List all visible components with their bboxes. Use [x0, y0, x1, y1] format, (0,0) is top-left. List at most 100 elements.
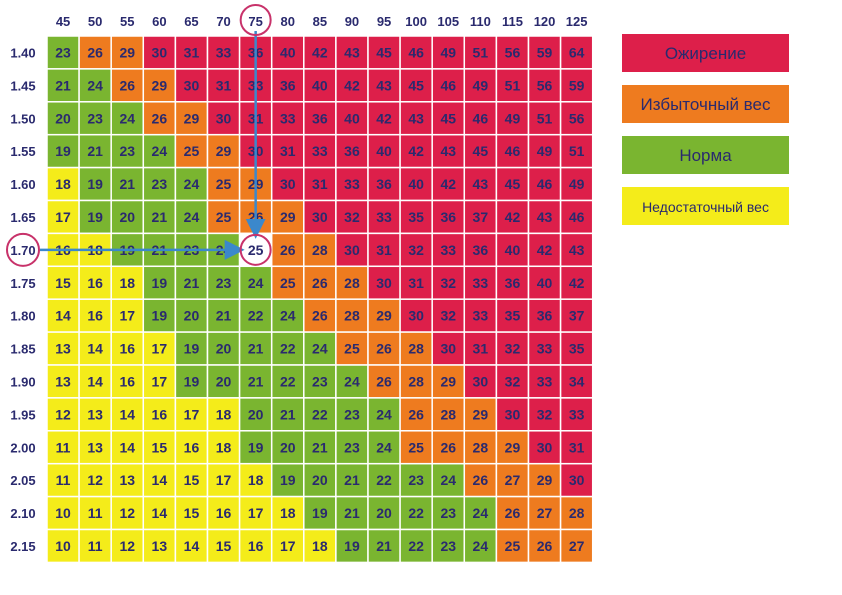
- bmi-value: 21: [344, 505, 360, 521]
- bmi-value: 22: [312, 406, 328, 422]
- bmi-value: 32: [505, 341, 521, 357]
- bmi-cell: [206, 364, 241, 399]
- bmi-cell: [527, 331, 562, 366]
- bmi-value: 14: [119, 406, 135, 422]
- bmi-cell: [174, 101, 209, 136]
- bmi-value: 51: [537, 110, 553, 126]
- bmi-cell: [238, 364, 273, 399]
- height-label: 1.45: [10, 78, 35, 93]
- bmi-cell: [78, 68, 112, 103]
- highlight-result-circle: [239, 233, 272, 266]
- weight-label: 65: [184, 14, 198, 29]
- bmi-value: 14: [55, 308, 71, 324]
- bmi-value: 19: [87, 209, 103, 225]
- bmi-value: 15: [216, 538, 232, 554]
- bmi-value: 25: [216, 209, 232, 225]
- bmi-value: 49: [505, 110, 521, 126]
- bmi-value: 22: [408, 505, 424, 521]
- bmi-value: 19: [312, 505, 328, 521]
- bmi-value: 11: [56, 439, 71, 455]
- bmi-value: 20: [55, 110, 71, 126]
- bmi-cell: [335, 528, 369, 564]
- bmi-cell: [142, 364, 177, 399]
- bmi-cell: [367, 364, 401, 399]
- bmi-value: 29: [376, 308, 392, 324]
- bmi-value: 20: [312, 472, 328, 488]
- bmi-value: 26: [537, 538, 553, 554]
- bmi-value: 30: [376, 275, 392, 291]
- bmi-value: 28: [408, 373, 424, 389]
- bmi-cell: [335, 462, 369, 498]
- bmi-value: 31: [569, 439, 585, 455]
- bmi-value: 24: [152, 143, 168, 159]
- bmi-value: 16: [119, 341, 135, 357]
- height-label: 1.85: [10, 342, 35, 357]
- bmi-cell: [335, 331, 369, 366]
- height-label: 1.75: [10, 276, 35, 291]
- bmi-value: 31: [376, 242, 392, 258]
- bmi-cell: [238, 265, 273, 300]
- bmi-value: 37: [473, 209, 489, 225]
- bmi-value: 17: [119, 308, 135, 324]
- bmi-value: 32: [344, 209, 360, 225]
- example-lookup: [6, 4, 272, 267]
- bmi-value: 12: [87, 472, 103, 488]
- bmi-cell: [78, 199, 112, 235]
- bmi-value: 18: [216, 406, 232, 422]
- bmi-cell: [335, 298, 369, 333]
- bmi-value: 30: [408, 308, 424, 324]
- bmi-value: 43: [440, 143, 456, 159]
- bmi-cell: [78, 462, 112, 498]
- bmi-cell: [335, 133, 369, 169]
- height-axis: 1.40 1.45 1.50 1.55 1.60 1.65 1.70 1.75 1.80 1.85…: [10, 45, 35, 554]
- bmi-value: 36: [537, 308, 553, 324]
- bmi-value: 42: [505, 209, 521, 225]
- bmi-cell: [110, 528, 145, 564]
- bmi-value: 24: [376, 406, 392, 422]
- bmi-value: 17: [216, 472, 232, 488]
- bmi-value: 23: [440, 505, 456, 521]
- bmi-value: 16: [119, 373, 135, 389]
- height-label: 1.40: [10, 45, 35, 60]
- height-label: 1.55: [10, 144, 35, 159]
- bmi-cell: [270, 495, 305, 531]
- bmi-cell: [270, 364, 305, 399]
- bmi-value: 22: [376, 472, 392, 488]
- legend-swatch-normal: [622, 136, 789, 174]
- bmi-value: 19: [280, 472, 296, 488]
- bmi-value: 17: [152, 373, 168, 389]
- bmi-cell: [142, 331, 177, 366]
- bmi-value: 26: [440, 439, 456, 455]
- bmi-value: 33: [473, 308, 489, 324]
- bmi-cell: [367, 265, 401, 300]
- bmi-value: 51: [505, 77, 521, 93]
- bmi-value: 40: [537, 275, 553, 291]
- bmi-cell: [78, 331, 112, 366]
- bmi-value: 42: [344, 77, 360, 93]
- bmi-value: 14: [87, 341, 103, 357]
- bmi-cell: [527, 101, 562, 136]
- bmi-value: 21: [55, 77, 71, 93]
- bmi-value: 20: [216, 373, 232, 389]
- bmi-value: 16: [87, 308, 103, 324]
- bmi-cell: [495, 133, 530, 169]
- bmi-value: 25: [344, 341, 360, 357]
- bmi-value: 21: [248, 373, 264, 389]
- bmi-cell: [527, 528, 562, 564]
- bmi-value: 32: [505, 373, 521, 389]
- bmi-cell: [238, 298, 273, 333]
- bmi-cell: [527, 166, 562, 202]
- bmi-cell: [463, 397, 498, 432]
- bmi-value: 51: [473, 44, 489, 60]
- bmi-value: 15: [152, 439, 168, 455]
- bmi-cell: [367, 35, 401, 70]
- bmi-value: 56: [505, 44, 521, 60]
- bmi-value: 33: [537, 373, 553, 389]
- weight-label: 125: [566, 14, 588, 29]
- bmi-cell: [367, 495, 401, 531]
- bmi-value: 24: [312, 341, 328, 357]
- bmi-value: 40: [344, 110, 360, 126]
- bmi-cell: [206, 199, 241, 235]
- bmi-value: 23: [344, 439, 360, 455]
- bmi-value: 18: [248, 472, 264, 488]
